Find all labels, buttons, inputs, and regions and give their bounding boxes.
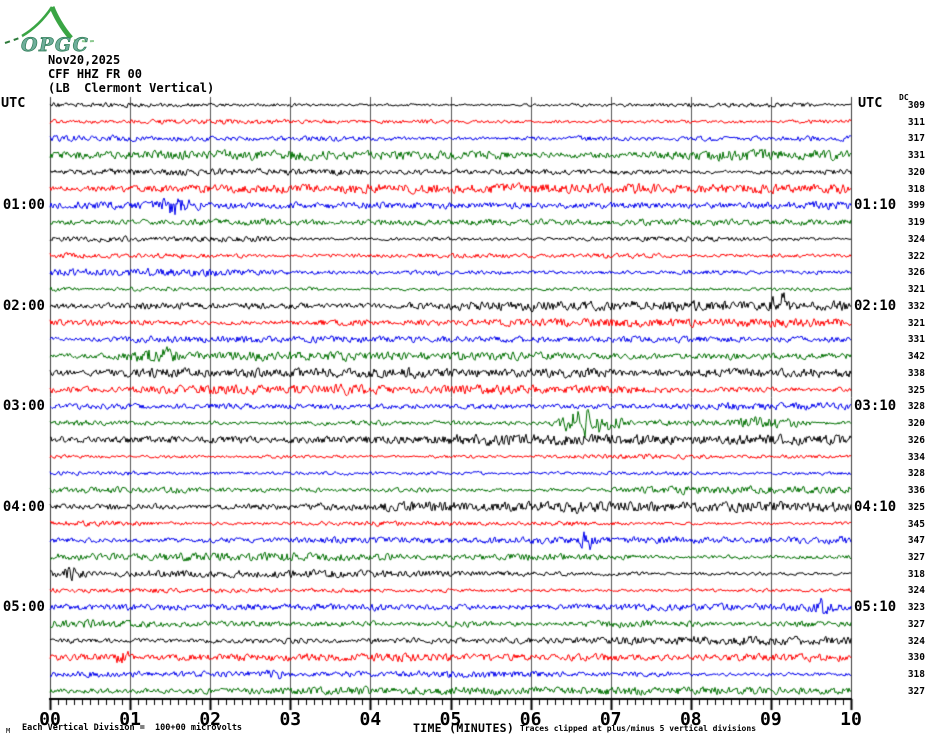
utc-label-left: UTC <box>1 95 26 111</box>
dc-value: 332 <box>907 300 925 312</box>
dc-value: 342 <box>907 351 925 363</box>
logo-curve-fall <box>49 6 73 40</box>
dc-value: 327 <box>907 551 925 563</box>
dc-value: 311 <box>907 116 925 128</box>
dc-value: 330 <box>907 652 925 664</box>
logo-curve-rise <box>21 6 54 38</box>
dc-value: 324 <box>907 585 925 597</box>
axis-tick-label: 01 <box>119 709 141 730</box>
dc-value: 324 <box>907 635 925 647</box>
dc-value: 325 <box>907 384 925 396</box>
dc-value: 319 <box>907 217 925 229</box>
logo-dash-left <box>4 36 23 44</box>
dc-value: 331 <box>907 334 925 346</box>
dc-value: 338 <box>907 367 925 379</box>
dc-value: 318 <box>907 669 925 681</box>
dc-value: 336 <box>907 485 925 497</box>
axis-tick-label: 00 <box>39 709 61 730</box>
axis-tick-label: 10 <box>840 709 862 730</box>
dc-value: 321 <box>907 284 925 296</box>
dc-value: 327 <box>907 618 925 630</box>
dc-value: 317 <box>907 133 925 145</box>
dc-value: 328 <box>907 468 925 480</box>
dc-value: 326 <box>907 434 925 446</box>
axis-tick-label: 04 <box>359 709 382 730</box>
axis-tick-label: 08 <box>679 709 702 730</box>
hour-label-right: 02:10 <box>854 297 897 314</box>
dc-value: 318 <box>907 183 925 195</box>
dc-value: 325 <box>907 501 925 513</box>
header-station-desc: (LB Clermont Vertical) <box>48 81 215 95</box>
dc-value: 322 <box>907 250 925 262</box>
dc-value: 320 <box>907 166 925 178</box>
axis-tick-label: 07 <box>599 709 622 730</box>
hour-label-right: 01:10 <box>854 197 897 214</box>
dc-value: 324 <box>907 233 925 245</box>
dc-value: 328 <box>907 401 925 413</box>
hour-label-left: 01:00 <box>2 197 45 214</box>
logo-text: OPGC <box>21 34 89 56</box>
dc-value: 318 <box>907 568 925 580</box>
dc-value: 309 <box>907 100 925 111</box>
axis-tick-label: 03 <box>279 709 302 730</box>
hour-label-right: 05:10 <box>854 599 897 616</box>
axis-tick-label: 05 <box>439 709 462 730</box>
scale-note: Each Vertical Division = 100+00 microvol… <box>22 723 243 733</box>
dc-value: 345 <box>907 518 925 530</box>
dc-value: 320 <box>907 418 925 430</box>
dc-value: 321 <box>907 317 925 329</box>
hour-label-left: 05:00 <box>2 599 45 616</box>
hour-label-left: 03:00 <box>2 398 45 415</box>
header-station-code: CFF HHZ FR 00 <box>48 67 142 81</box>
dc-value: 334 <box>907 451 925 463</box>
axis-tick-label: 06 <box>519 709 542 730</box>
dc-value: 399 <box>907 200 925 212</box>
time-axis-title: TIME (MINUTES) <box>413 721 515 735</box>
hour-label-left: 04:00 <box>2 498 45 515</box>
logo-dash-right <box>73 39 95 43</box>
dc-value: 326 <box>907 267 925 279</box>
clip-note: Traces clipped at plus/minus 5 vertical … <box>520 724 757 733</box>
corner-mark: M <box>6 727 11 735</box>
axis-tick-label: 09 <box>760 709 782 730</box>
axis-tick-label: 02 <box>199 709 222 730</box>
hour-label-right: 04:10 <box>854 498 897 515</box>
header-date: Nov20,2025 <box>48 53 121 67</box>
hour-label-right: 03:10 <box>854 398 897 415</box>
opgc-logo: OPGC <box>4 6 95 56</box>
dc-column-header: DC <box>899 93 909 102</box>
dc-value: 323 <box>907 602 925 614</box>
utc-label-right: UTC <box>858 95 883 111</box>
dc-value: 327 <box>907 685 925 697</box>
dc-value: 347 <box>907 535 925 547</box>
hour-label-left: 02:00 <box>2 297 45 314</box>
dc-value: 331 <box>907 150 925 162</box>
